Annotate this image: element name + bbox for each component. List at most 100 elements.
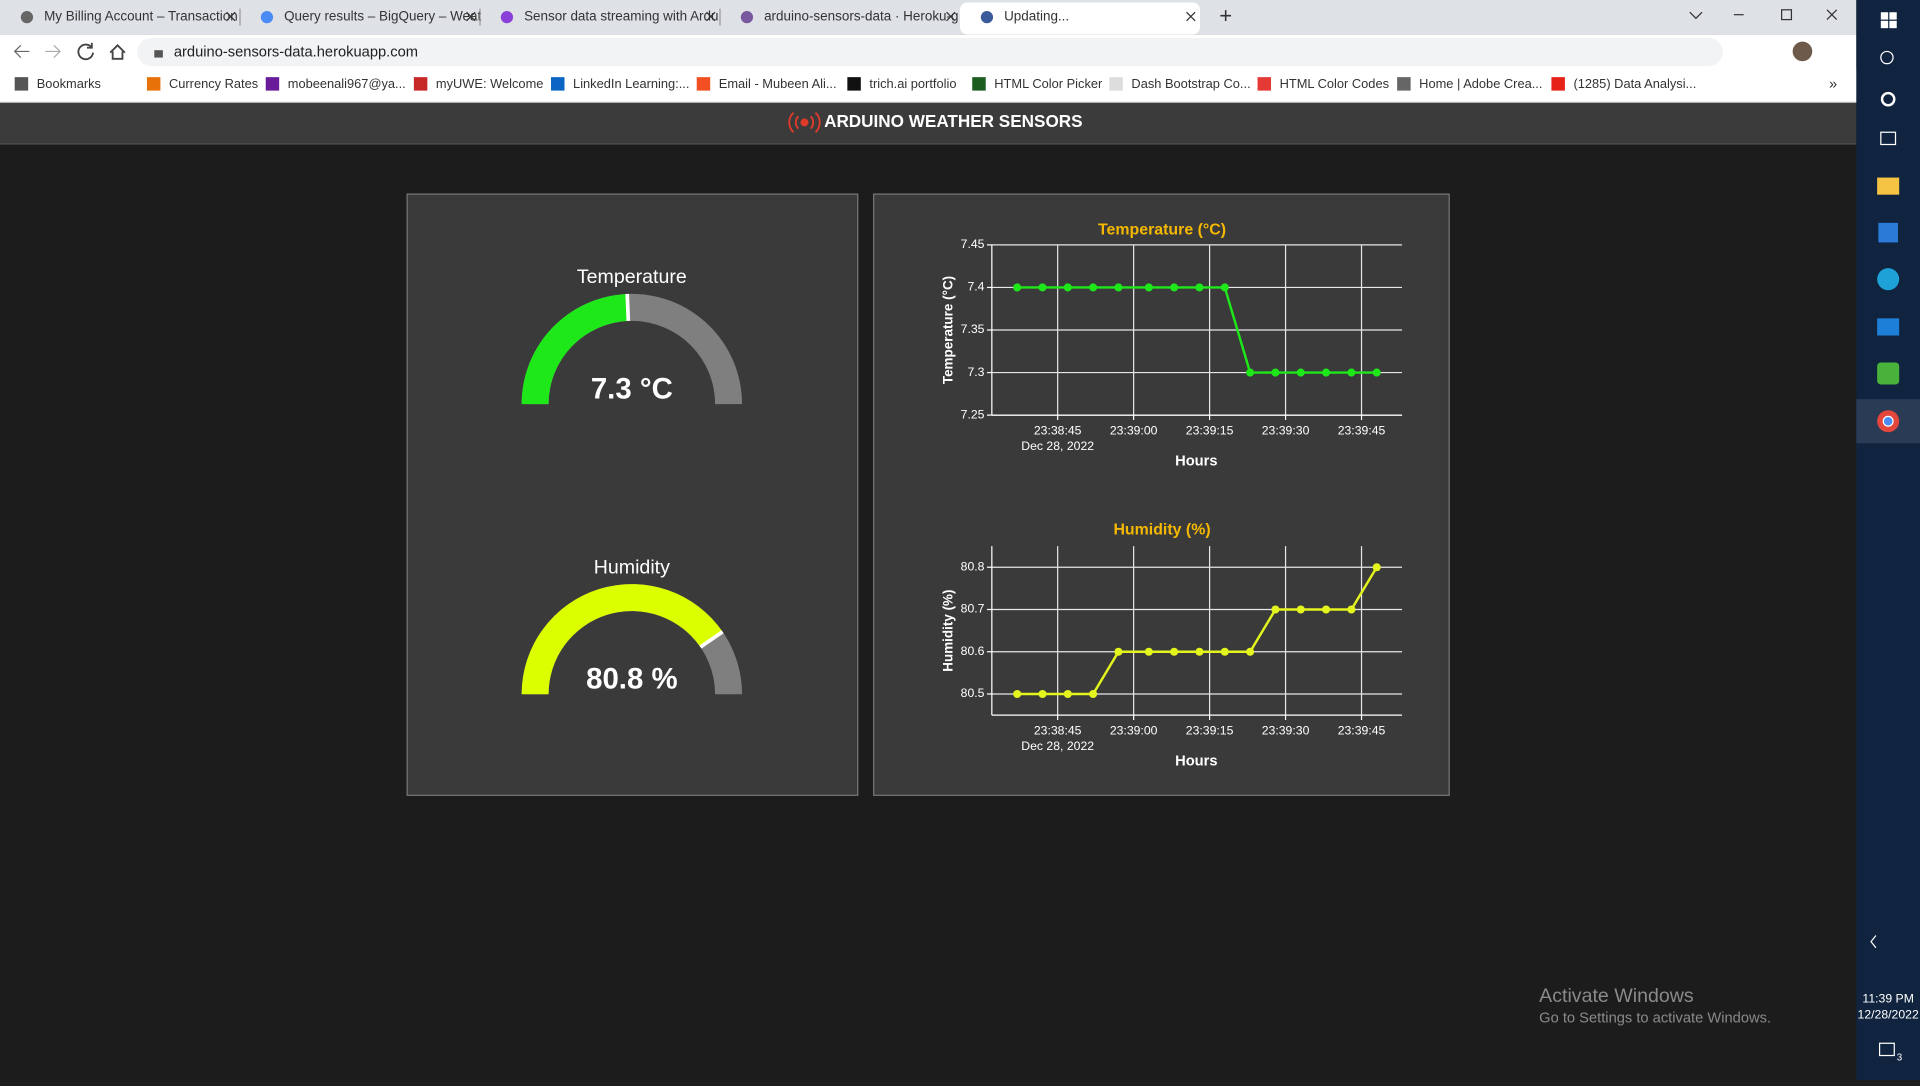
x-tick-label: 23:39:30 <box>1262 423 1310 437</box>
data-point <box>1170 283 1179 292</box>
charts: Temperature (°C) 7.25 7.3 7.35 7.4 7.45 23:38:… <box>941 221 1403 770</box>
data-point <box>1322 605 1331 614</box>
bookmark[interactable]: trich.ai portfolio <box>869 76 956 91</box>
bookmarks-overflow[interactable]: » <box>1829 76 1837 92</box>
y-axis-label: Humidity (%) <box>941 590 956 672</box>
tab-title[interactable]: My Billing Account – Transaction <box>44 9 238 24</box>
bookmark-icon <box>551 77 565 91</box>
y-tick-label: 80.6 <box>961 644 985 658</box>
data-point <box>1089 283 1098 292</box>
data-point <box>1246 647 1255 656</box>
sensor-icon <box>788 111 821 133</box>
tab-close[interactable] <box>466 11 476 22</box>
data-point <box>1372 563 1381 572</box>
tabs: My Billing Account – Transaction Query re… <box>20 2 1200 35</box>
bookmark[interactable]: Bookmarks <box>37 76 101 91</box>
reload[interactable] <box>77 42 94 61</box>
notification-icon[interactable] <box>1878 1042 1895 1057</box>
y-tick-label: 7.4 <box>967 280 984 294</box>
home[interactable] <box>109 44 126 60</box>
data-point <box>1322 368 1331 377</box>
data-point <box>1038 689 1047 699</box>
bookmark[interactable]: myUWE: Welcome <box>436 76 544 91</box>
data-point <box>1144 283 1153 292</box>
explorer-app[interactable] <box>1877 177 1900 195</box>
mail-app[interactable] <box>1877 318 1900 336</box>
x-tick-label: 23:39:00 <box>1110 423 1158 437</box>
tray-expand[interactable] <box>1870 935 1877 949</box>
edge-app[interactable] <box>1877 268 1900 291</box>
tab-title[interactable]: arduino-sensors-data · Heroku-g <box>764 9 958 24</box>
gauge-bar <box>521 293 629 405</box>
data-point <box>1296 605 1305 614</box>
gauge-title: Humidity <box>594 556 670 578</box>
search-button[interactable] <box>1880 50 1894 65</box>
gauge-bar <box>521 584 723 695</box>
omnibox[interactable] <box>137 37 1723 67</box>
bookmark[interactable]: HTML Color Codes <box>1280 76 1389 91</box>
address[interactable]: arduino-sensors-data.herokuapp.com <box>174 45 418 61</box>
data-point <box>1013 283 1022 292</box>
chart-title: Humidity (%) <box>1113 521 1210 538</box>
start-button[interactable] <box>1880 12 1897 29</box>
data-point <box>1144 647 1153 656</box>
y-tick-label: 7.3 <box>967 365 984 379</box>
x-tick-label: 23:39:30 <box>1262 723 1310 737</box>
cortana-button[interactable] <box>1880 91 1896 107</box>
data-point <box>1347 605 1356 614</box>
bookmark[interactable]: mobeenali967@ya... <box>288 76 406 91</box>
data-point <box>1271 605 1280 614</box>
tab-search[interactable] <box>1689 11 1703 20</box>
tab-close[interactable] <box>706 11 716 22</box>
chrome-app-center <box>1882 415 1894 427</box>
clock-time[interactable]: 11:39 PM <box>1862 991 1913 1005</box>
store-app[interactable] <box>1878 222 1898 243</box>
x-tick-label: 23:39:00 <box>1110 723 1158 737</box>
bookmark-icon <box>1397 77 1411 91</box>
y-tick-label: 80.8 <box>961 559 985 573</box>
bookmark-icon <box>146 77 161 91</box>
y-tick-label: 7.25 <box>961 407 985 421</box>
app-header <box>0 102 1857 144</box>
data-point <box>1089 689 1098 699</box>
bookmark[interactable]: Currency Rates <box>169 76 258 91</box>
tab-close[interactable] <box>226 11 236 22</box>
bookmark-icon <box>1551 77 1565 91</box>
y-tick-label: 80.5 <box>961 686 985 700</box>
tab-title[interactable]: Updating... <box>1004 9 1069 24</box>
tab-close[interactable] <box>1186 11 1196 22</box>
bookmark-icon <box>696 77 711 91</box>
bookmark[interactable]: Dash Bootstrap Co... <box>1131 76 1250 91</box>
restore[interactable] <box>1781 9 1793 21</box>
tab-favicon <box>20 11 34 24</box>
bookmark-icon <box>972 77 986 91</box>
chart-title: Temperature (°C) <box>1098 221 1226 238</box>
bookmark[interactable]: Email - Mubeen Ali... <box>719 76 837 91</box>
data-point <box>1063 283 1072 292</box>
y-axis-label: Temperature (°C) <box>941 276 956 384</box>
data-point <box>1038 283 1047 292</box>
camtasia-app[interactable] <box>1877 362 1900 385</box>
clock-date[interactable]: 12/28/2022 <box>1858 1007 1919 1021</box>
forward[interactable] <box>45 44 61 58</box>
gauge-value: 80.8 % <box>586 663 677 696</box>
bookmark[interactable]: HTML Color Picker <box>994 76 1103 91</box>
bookmark[interactable]: Home | Adobe Crea... <box>1419 76 1542 91</box>
profile[interactable] <box>1792 41 1813 62</box>
bookmark[interactable]: (1285) Data Analysi... <box>1573 76 1696 91</box>
close-window[interactable] <box>1826 9 1838 21</box>
task-view[interactable] <box>1880 131 1897 146</box>
gauge-title: Temperature <box>577 266 687 288</box>
taskbar <box>1856 0 1920 1080</box>
tab-close[interactable] <box>946 11 956 22</box>
tab-title[interactable]: Query results – BigQuery – Weat <box>284 9 481 24</box>
x-tick-label: 23:39:45 <box>1338 423 1386 437</box>
tab-title[interactable]: Sensor data streaming with Ardu <box>524 9 718 24</box>
bookmark[interactable]: LinkedIn Learning:... <box>573 76 689 91</box>
new-tab[interactable]: + <box>1219 3 1232 28</box>
back[interactable] <box>13 44 30 58</box>
data-point <box>1013 689 1022 699</box>
